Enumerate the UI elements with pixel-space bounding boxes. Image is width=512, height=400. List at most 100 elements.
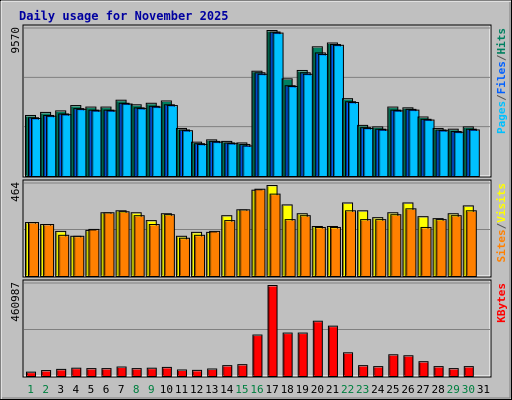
bar-pages-day-15 xyxy=(242,145,254,177)
bar-sites-day-23 xyxy=(360,219,372,277)
bar-outline xyxy=(222,365,233,377)
panel-mid-legend: Sites/Visits xyxy=(495,183,508,263)
bar-pages-day-23 xyxy=(363,127,375,177)
bar-outline xyxy=(192,369,203,378)
panel-top-ymax-label: 9570 xyxy=(9,27,22,54)
x-tick-label-day-6: 6 xyxy=(103,383,110,396)
panel-bot: 460987 KBytes xyxy=(9,279,508,378)
bar-fill xyxy=(102,369,111,377)
bar-outline xyxy=(358,365,369,377)
bar-outline xyxy=(284,219,296,277)
bar-sites-day-1 xyxy=(28,222,39,277)
chart-title: Daily usage for November 2025 xyxy=(19,9,229,23)
bar-pages-day-17 xyxy=(272,32,284,177)
bar-outline xyxy=(282,332,293,377)
bar-fill xyxy=(168,106,178,177)
bar-fill xyxy=(107,111,117,177)
bar-sites-day-14 xyxy=(224,220,236,278)
bar-outline xyxy=(224,220,236,278)
bar-pages-day-5 xyxy=(91,110,103,177)
bar-sites-day-17 xyxy=(269,193,281,277)
bar-pages-day-6 xyxy=(106,110,118,177)
bar-fill xyxy=(437,220,447,277)
bar-kbytes-day-3 xyxy=(56,368,67,377)
bar-outline xyxy=(433,366,444,378)
bar-kbytes-day-21 xyxy=(327,325,338,377)
bar-kbytes-day-1 xyxy=(26,371,36,377)
bar-fill xyxy=(150,225,160,277)
bar-outline xyxy=(314,226,326,278)
bar-fill xyxy=(183,131,193,177)
bar-fill xyxy=(223,366,232,377)
bar-fill xyxy=(425,121,435,177)
bar-fill xyxy=(304,75,314,177)
bar-sites-day-26 xyxy=(405,208,417,277)
bar-pages-day-29 xyxy=(453,131,465,177)
legend-entry: / xyxy=(495,94,508,101)
bar-kbytes-day-25 xyxy=(388,354,399,378)
bar-kbytes-day-10 xyxy=(161,366,172,378)
bar-fill xyxy=(57,370,66,377)
bar-fill xyxy=(359,366,368,377)
legend-entry: Sites xyxy=(495,229,508,262)
bar-outline xyxy=(312,320,323,378)
bar-outline xyxy=(148,224,160,277)
bar-pages-day-28 xyxy=(438,130,450,178)
bar-sites-day-20 xyxy=(314,226,326,278)
bar-fill xyxy=(319,55,329,177)
bar-outline xyxy=(161,366,172,378)
x-tick-label-day-14: 14 xyxy=(220,383,234,396)
bar-pages-day-13 xyxy=(212,141,224,177)
x-tick-label-day-24: 24 xyxy=(371,383,385,396)
bar-fill xyxy=(213,143,223,177)
x-tick-label-day-11: 11 xyxy=(175,383,188,396)
bar-fill xyxy=(314,322,323,377)
bar-outline xyxy=(207,368,218,378)
bar-fill xyxy=(274,34,284,177)
bar-fill xyxy=(104,213,114,277)
bar-outline xyxy=(269,193,281,277)
bar-kbytes-day-6 xyxy=(101,368,112,378)
bar-kbytes-day-9 xyxy=(146,367,157,378)
bar-kbytes-day-30 xyxy=(463,366,474,378)
bar-kbytes-day-4 xyxy=(71,367,82,378)
bar-fill xyxy=(59,236,69,277)
bar-kbytes-day-11 xyxy=(176,369,187,378)
bar-outline xyxy=(237,364,248,378)
bar-pages-day-2 xyxy=(46,115,58,178)
bar-kbytes-day-24 xyxy=(373,366,384,378)
x-tick-label-day-8: 8 xyxy=(133,383,140,396)
x-tick-label-day-10: 10 xyxy=(160,383,173,396)
bar-outline xyxy=(405,208,417,277)
panel-mid: 464 Sites/Visits xyxy=(9,179,508,278)
bar-fill xyxy=(409,111,419,177)
bar-fill xyxy=(47,117,57,177)
bar-outline xyxy=(146,367,157,378)
bar-fill xyxy=(163,368,172,377)
bar-fill xyxy=(135,216,145,277)
bar-outline xyxy=(41,370,52,377)
bar-fill xyxy=(178,370,187,377)
bar-fill xyxy=(450,369,459,377)
x-tick-label-day-9: 9 xyxy=(148,383,155,396)
bar-fill xyxy=(123,105,133,177)
bar-fill xyxy=(42,371,51,377)
x-tick-label-day-23: 23 xyxy=(356,383,369,396)
bar-outline xyxy=(176,369,187,378)
bar-fill xyxy=(299,334,308,377)
x-tick-label-day-31: 31 xyxy=(477,383,490,396)
bar-fill xyxy=(316,228,326,277)
panel-mid-ymax-label: 464 xyxy=(9,182,22,202)
bar-fill xyxy=(32,119,42,177)
bar-kbytes-day-17 xyxy=(267,285,278,377)
x-tick-label-day-29: 29 xyxy=(447,383,460,396)
x-tick-label-day-12: 12 xyxy=(190,383,203,396)
bar-fill xyxy=(29,223,39,277)
bar-outline xyxy=(178,237,190,278)
bar-pages-day-18 xyxy=(287,85,299,177)
bar-pages-day-7 xyxy=(121,103,133,177)
bar-fill xyxy=(271,195,281,277)
bar-pages-day-10 xyxy=(166,105,178,177)
legend-entry: / xyxy=(495,222,508,229)
bar-fill xyxy=(452,216,462,277)
